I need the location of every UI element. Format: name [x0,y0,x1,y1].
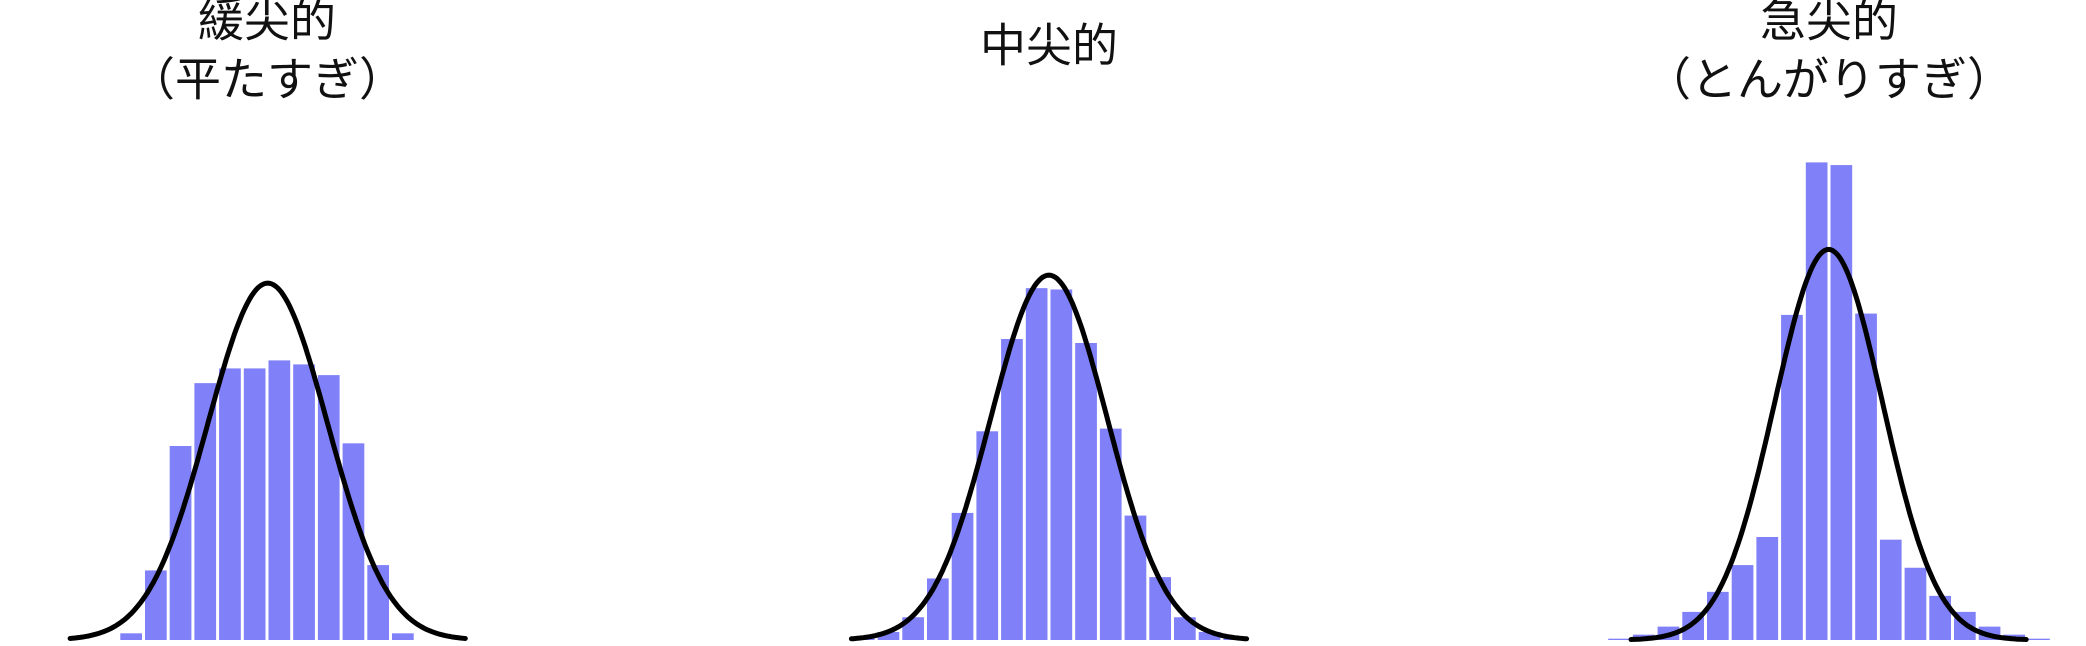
bar [1099,428,1122,640]
bar [976,431,999,640]
bar [1731,565,1754,640]
bar [1929,595,1951,640]
bar [951,512,974,640]
bar [1149,577,1171,640]
bar [1805,162,1828,640]
chart-title: 急尖的 [1760,0,1898,48]
chart-title: 緩尖的 [198,0,336,48]
bar [1075,343,1097,640]
bar [120,633,142,640]
normal-curve [848,272,1250,642]
bar [194,383,217,640]
bar [243,368,266,640]
bar [268,360,291,640]
bar [1855,313,1877,640]
bar [1001,338,1023,640]
chart-title: 中尖的 [980,19,1118,73]
bar [1608,638,1630,640]
bar [2028,638,2050,640]
bar [1025,288,1048,640]
bar [1756,536,1779,640]
bar [1050,289,1073,640]
bar [1830,165,1853,640]
normal-curve [1628,246,2029,642]
bar [1904,567,1927,640]
chart-title: （とんがりすぎ） [1645,53,2013,107]
bar [1781,314,1803,640]
bar [1879,539,1902,640]
bar [1124,515,1147,640]
bar [392,633,414,640]
bar [1198,631,1221,640]
bar [877,631,900,640]
bar [317,375,340,640]
normal-curve [67,280,468,641]
bar [293,364,315,640]
bar [342,443,365,640]
bar [219,368,241,640]
bar [927,578,949,640]
chart-title: （平たすぎ） [129,53,405,107]
bar [1707,591,1729,640]
